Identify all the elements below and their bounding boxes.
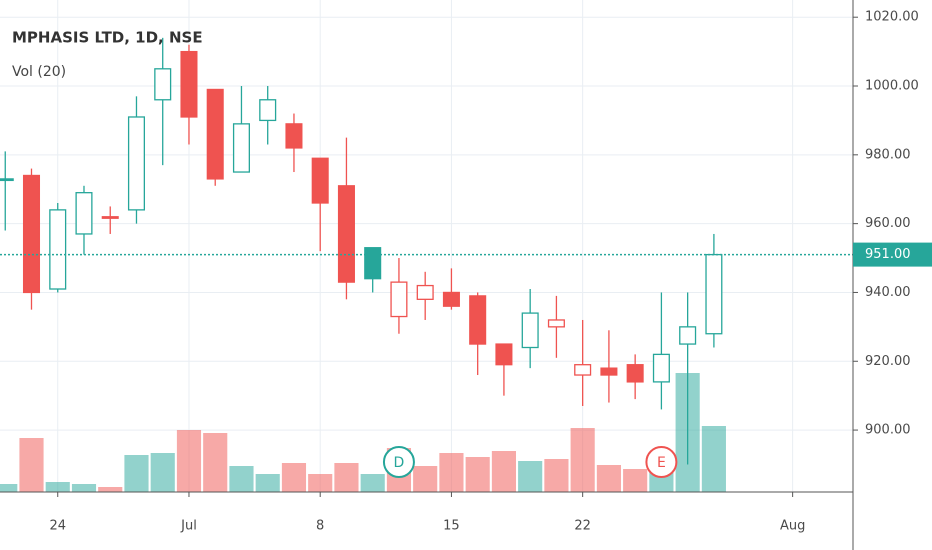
- candle-body: [626, 364, 644, 383]
- y-tick-label: 1020.00: [865, 10, 919, 25]
- volume-bar: [701, 426, 726, 492]
- candle-body: [0, 178, 14, 182]
- candle-body: [22, 174, 41, 294]
- last-price-tag: [853, 242, 932, 267]
- volume-bar: [150, 453, 175, 492]
- volume-bar: [124, 455, 149, 492]
- volume-bar: [439, 453, 464, 492]
- volume-bar: [0, 484, 18, 492]
- y-tick-label: 920.00: [865, 354, 911, 369]
- event-label: D: [394, 455, 405, 471]
- volume-bar: [255, 474, 280, 492]
- y-tick-label: 1000.00: [865, 79, 919, 94]
- candle-body: [574, 364, 592, 376]
- candle-body: [206, 88, 224, 180]
- event-marker: [382, 446, 415, 478]
- volume-bar: [229, 466, 254, 492]
- volume-bar: [334, 463, 359, 492]
- x-tick-label: 24: [49, 519, 66, 534]
- candle-body: [364, 247, 382, 280]
- volume-bar: [45, 482, 70, 492]
- candle-body: [390, 281, 408, 318]
- candle-body: [521, 312, 539, 349]
- chart-title: MPHASIS LTD, 1D, NSE: [12, 29, 203, 47]
- event-marker: [645, 446, 678, 478]
- candle-body: [469, 295, 487, 345]
- candle-body: [101, 216, 119, 219]
- x-tick-label: 8: [316, 519, 324, 534]
- volume-title: Vol (20): [12, 64, 66, 80]
- candle-body: [705, 253, 723, 335]
- candle-body: [547, 319, 565, 328]
- candle-body: [337, 185, 355, 283]
- candle-body: [285, 123, 303, 149]
- x-tick-label: Aug: [780, 519, 805, 534]
- volume-bar: [491, 451, 516, 492]
- volume-bar: [281, 463, 307, 492]
- candle-body: [127, 116, 146, 211]
- volume-bar: [544, 459, 569, 492]
- last-price-label: 951.00: [865, 247, 911, 262]
- candle-body: [259, 99, 277, 122]
- volume-bar: [308, 474, 333, 492]
- y-tick-label: 940.00: [865, 285, 911, 300]
- candle-body: [180, 50, 198, 118]
- volume-bar: [360, 474, 385, 492]
- candle-body: [679, 326, 697, 345]
- volume-bar: [596, 465, 621, 492]
- candle-body: [311, 157, 329, 204]
- x-tick-label: 22: [574, 519, 591, 534]
- volume-bar: [176, 430, 202, 492]
- volume-bar: [570, 428, 595, 492]
- volume-bar: [203, 433, 228, 492]
- axes: 1020.00 1000.00 980.00 960.00 940.00 920.00 90…: [49, 10, 932, 534]
- volume-bar: [19, 438, 44, 492]
- volume-bar: [623, 469, 648, 492]
- y-tick-label: 960.00: [865, 216, 911, 231]
- candle-body: [49, 209, 67, 290]
- candle-body: [495, 343, 513, 366]
- volume-bar: [71, 484, 97, 492]
- candle-body: [600, 367, 618, 376]
- candle-body: [416, 284, 434, 300]
- y-tick-label: 980.00: [865, 147, 911, 162]
- volume-bar: [413, 466, 438, 492]
- candle-body: [442, 291, 460, 307]
- x-tick-label: 15: [443, 519, 460, 534]
- candle-body: [154, 68, 172, 101]
- y-tick-label: 900.00: [865, 423, 911, 438]
- candle-body: [652, 353, 670, 383]
- x-tick-label: Jul: [180, 519, 197, 534]
- candle-body: [232, 123, 250, 173]
- event-label: E: [657, 455, 666, 471]
- volume-bar: [465, 457, 490, 492]
- volume-bar: [518, 461, 543, 492]
- candle-body: [75, 192, 93, 235]
- volume-bar: [98, 487, 123, 492]
